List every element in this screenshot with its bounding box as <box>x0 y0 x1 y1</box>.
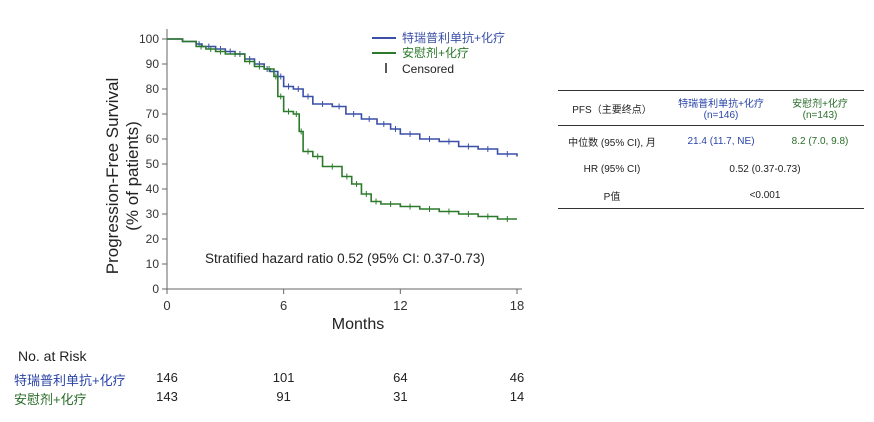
x-axis-label: Months <box>332 316 384 333</box>
median-treatment: 21.4 (11.7, NE) <box>687 135 755 147</box>
p-label: P值 <box>603 191 621 203</box>
pfs-hr-row: HR (95% CI) 0.52 (0.37-0.73) <box>558 156 864 182</box>
pfs-table-header: PFS（主要终点） 特瑞普利单抗+化疗 (n=146) 安慰剂+化疗 (n=14… <box>558 90 864 126</box>
risk-count: 91 <box>276 389 291 404</box>
hr-value: 0.52 (0.37-0.73) <box>729 163 801 175</box>
risk-count: 31 <box>393 389 408 404</box>
risk-table-title: No. at Risk <box>18 348 87 364</box>
risk-count: 14 <box>509 389 525 404</box>
hazard-ratio-annotation: Stratified hazard ratio 0.52 (95% CI: 0.… <box>205 251 485 266</box>
legend-censored-label: Censored <box>402 62 454 76</box>
risk-count: 46 <box>509 370 525 385</box>
risk-row-label: 安慰剂+化疗 <box>14 392 87 407</box>
x-tick-label: 12 <box>393 298 407 313</box>
y-axis-label-line1: Progression-Free Survival <box>103 78 122 275</box>
y-tick-label: 20 <box>146 232 160 246</box>
risk-count: 146 <box>156 370 178 385</box>
hr-label: HR (95% CI) <box>583 163 641 175</box>
risk-row-label: 特瑞普利单抗+化疗 <box>14 373 126 388</box>
series-line-1 <box>167 38 518 157</box>
x-tick-label: 0 <box>163 298 170 313</box>
y-tick-label: 50 <box>146 157 160 171</box>
risk-count: 143 <box>156 389 178 404</box>
y-tick-label: 60 <box>146 132 160 146</box>
y-tick-label: 70 <box>146 107 160 121</box>
pfs-summary-table: PFS（主要终点） 特瑞普利单抗+化疗 (n=146) 安慰剂+化疗 (n=14… <box>558 90 864 209</box>
legend-label-2: 安慰剂+化疗 <box>402 45 469 60</box>
median-label: 中位数 (95% CI), 月 <box>568 137 656 149</box>
risk-count: 101 <box>272 370 295 385</box>
y-tick-label: 0 <box>152 282 159 296</box>
y-tick-label: 90 <box>146 57 160 71</box>
y-tick-label: 80 <box>146 82 160 96</box>
pfs-median-row: 中位数 (95% CI), 月 21.4 (11.7, NE) 8.2 (7.0… <box>558 126 864 156</box>
y-tick-label: 30 <box>146 207 160 221</box>
risk-count: 64 <box>393 370 408 385</box>
median-placebo: 8.2 (7.0, 9.8) <box>791 135 849 147</box>
pfs-header-placebo: 安慰剂+化疗 (n=143) <box>792 99 848 121</box>
legend-label-1: 特瑞普利单抗+化疗 <box>402 30 505 45</box>
y-tick-label: 10 <box>146 257 160 271</box>
pfs-header-label: PFS（主要终点） <box>572 104 652 116</box>
y-tick-label: 100 <box>139 32 159 46</box>
series-line-2 <box>167 38 517 220</box>
x-tick-label: 6 <box>280 298 287 313</box>
x-tick-label: 18 <box>510 298 524 313</box>
pfs-header-treatment: 特瑞普利单抗+化疗 (n=146) <box>678 99 764 121</box>
pfs-p-row: P值 <0.001 <box>558 182 864 209</box>
y-axis-label-line2: (% of patients) <box>123 121 142 231</box>
y-tick-label: 40 <box>146 182 160 196</box>
p-value: <0.001 <box>749 189 781 201</box>
